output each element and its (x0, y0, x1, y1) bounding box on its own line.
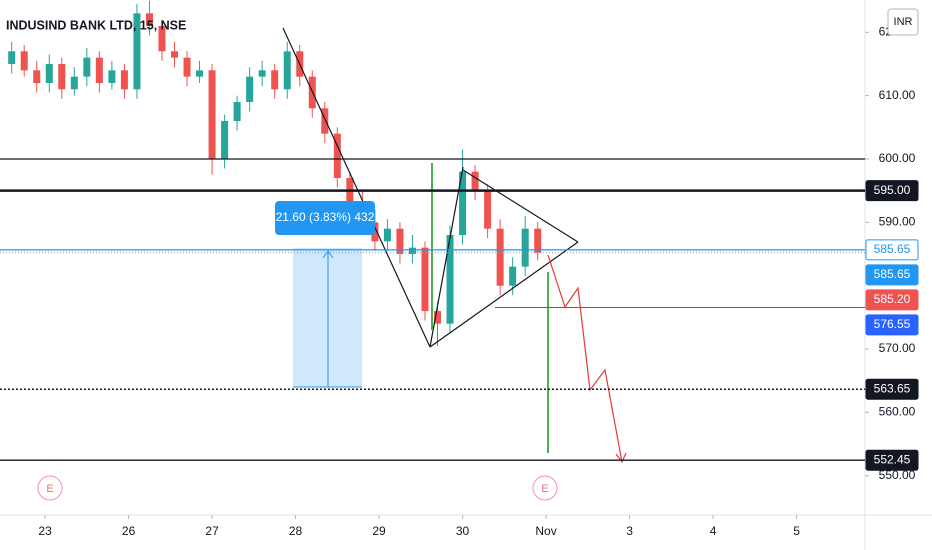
x-tick-label: 28 (289, 524, 303, 538)
price-label: 585.65 (874, 267, 911, 281)
event-marker (532, 475, 558, 501)
price-label-box (865, 449, 919, 471)
y-tick-label: 590.00 (879, 215, 916, 229)
projection (547, 254, 623, 463)
candle-body (521, 228, 529, 267)
x-tick-label: 26 (122, 524, 136, 538)
candle-body (95, 57, 103, 83)
candle-body (171, 51, 179, 58)
candle-body (183, 57, 191, 77)
chart-title: INDUSIND BANK LTD, 15, NSE (6, 18, 186, 32)
y-tick-label: 550.00 (879, 468, 916, 482)
y-tick-label: 560.00 (879, 405, 916, 419)
candle-body (8, 51, 16, 64)
x-tick-label: 5 (793, 524, 800, 538)
drawings (282, 27, 579, 348)
candle-body (496, 228, 504, 286)
price-label-box (865, 239, 919, 261)
candle-body (246, 76, 254, 102)
price-label: 576.55 (874, 317, 911, 331)
candle-body (321, 108, 329, 134)
candle-body (258, 70, 266, 77)
candle-body (196, 70, 204, 77)
triangle-lower (429, 241, 579, 348)
x-tick-label: 23 (38, 524, 52, 538)
candle-body (33, 70, 41, 83)
price-label-box (865, 314, 919, 336)
x-tick-label: 29 (372, 524, 386, 538)
candle-body (471, 171, 479, 191)
trendline (282, 27, 431, 348)
y-tick-label: 570.00 (879, 341, 916, 355)
candle-body (459, 171, 467, 236)
measure-label-box (275, 201, 375, 235)
candle-body (158, 25, 166, 52)
trendline (429, 166, 464, 348)
x-tick-label: 27 (205, 524, 219, 538)
candle-body (45, 63, 53, 83)
candle-body (133, 13, 141, 90)
candle-body (396, 228, 404, 255)
candle-body (383, 228, 391, 242)
price-label: 585.65 (874, 242, 911, 256)
price-label-box (865, 180, 919, 202)
price-label: 552.45 (874, 452, 911, 466)
candle-body (534, 228, 542, 253)
measure-arrowhead (322, 250, 334, 259)
y-tick-label: 600.00 (879, 151, 916, 165)
candle-body (446, 235, 454, 324)
candle-body (83, 57, 91, 77)
x-tick-label: Nov (535, 524, 556, 538)
currency-label: INR (894, 16, 913, 28)
candle-body (221, 120, 229, 159)
candle-body (58, 63, 66, 90)
event-marker (37, 475, 63, 501)
candle-body (421, 247, 429, 312)
price-label-box (865, 378, 919, 400)
candle-body (233, 101, 241, 121)
price-label: 585.20 (874, 292, 911, 306)
event-label: E (46, 483, 53, 495)
candle-body (145, 13, 153, 26)
x-tick-label: 30 (456, 524, 470, 538)
candle-body (283, 51, 291, 90)
candle-body (484, 190, 492, 229)
candle-body (70, 76, 78, 90)
x-tick-label: 3 (626, 524, 633, 538)
candle-body (271, 70, 279, 90)
price-label: 563.65 (874, 381, 911, 395)
x-tick-label: 4 (710, 524, 717, 538)
candle-body (434, 311, 442, 324)
price-label-box (865, 264, 919, 286)
candle-body (509, 266, 517, 286)
candle-body (108, 70, 116, 83)
projection-arrowhead (615, 452, 627, 464)
triangle-upper (462, 169, 579, 243)
event-label: E (541, 483, 548, 495)
candle-body (208, 70, 216, 159)
candle-body (20, 51, 28, 71)
price-label-box (865, 289, 919, 311)
candle-body (120, 70, 128, 90)
currency-button (887, 8, 919, 36)
price-label: 595.00 (874, 183, 911, 197)
measure-label: 21.60 (3.83%) 432 (276, 210, 375, 224)
y-tick-label: 610.00 (879, 88, 916, 102)
candle-body (333, 133, 341, 179)
candle-body (408, 247, 416, 255)
